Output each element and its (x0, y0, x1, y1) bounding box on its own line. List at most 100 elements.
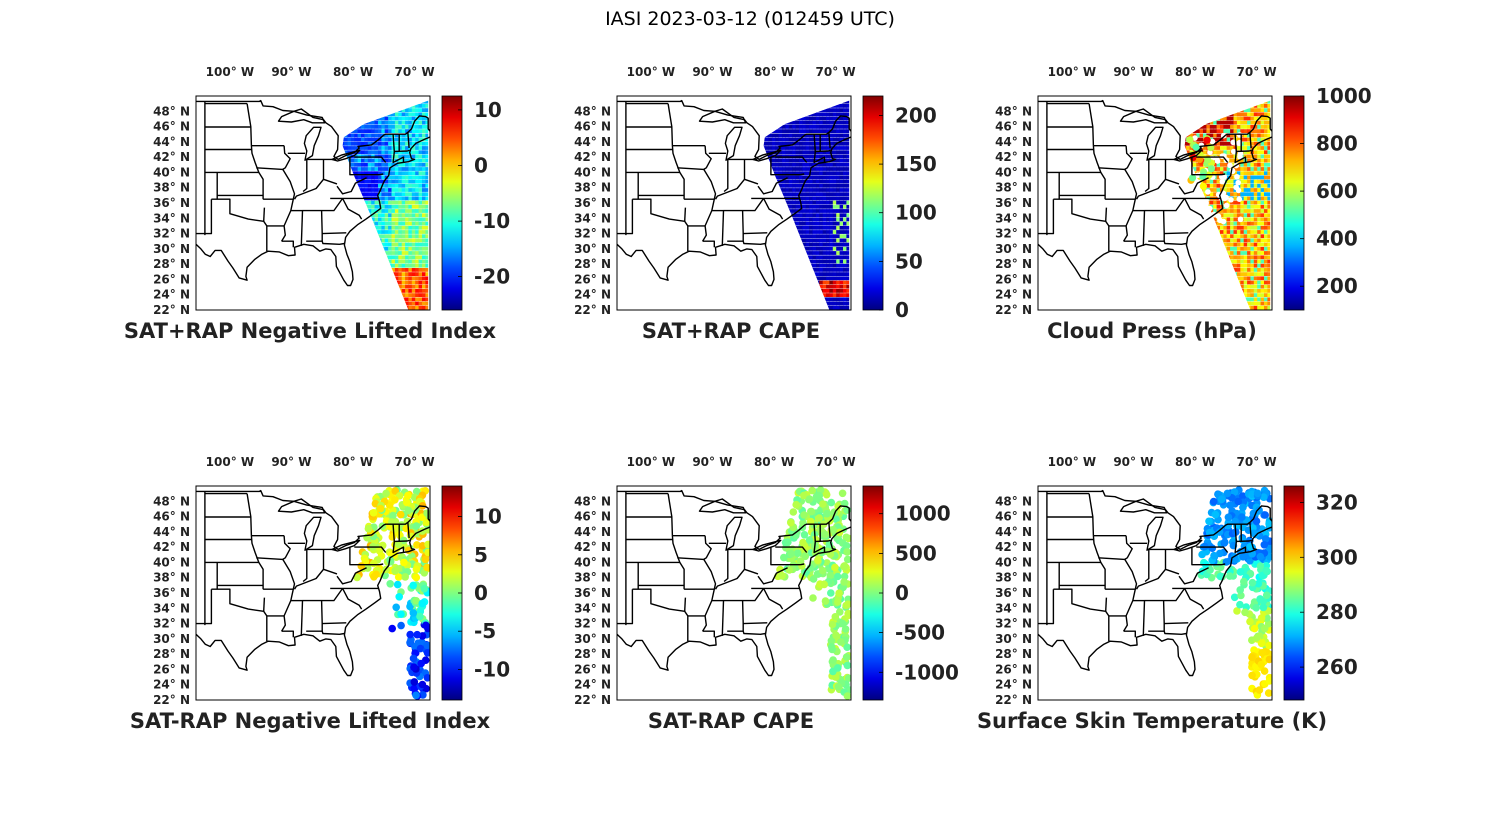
lat-tick-label: 46° N (153, 510, 190, 524)
lat-tick-label: 42° N (574, 540, 611, 554)
lat-tick-label: 28° N (574, 647, 611, 661)
lat-tick-label: 44° N (153, 135, 190, 149)
state-boundaries (196, 489, 430, 677)
colorbar-tick-label: 320 (1316, 491, 1358, 515)
panel-cloud-press: 100° W 90° W 80° W 70° W 48° N 46° N 44° N 42° … (962, 55, 1372, 355)
colorbar-tick-label: 1000 (895, 502, 951, 526)
lat-tick-label: 42° N (995, 150, 1032, 164)
lat-tick-label: 32° N (995, 617, 1032, 631)
colorbar-tick-label: 0 (895, 298, 909, 322)
lat-tick-label: 38° N (574, 181, 611, 195)
colorbar-tick-label: -10 (474, 209, 510, 233)
lat-tick-label: 44° N (153, 525, 190, 539)
lat-tick-label: 24° N (995, 678, 1032, 692)
lon-tick-label: 80° W (333, 65, 373, 79)
lat-tick-label: 38° N (995, 181, 1032, 195)
lat-tick-label: 46° N (153, 120, 190, 134)
lat-tick-label: 40° N (153, 555, 190, 569)
panel-title: SAT+RAP CAPE (641, 319, 821, 343)
colorbar (1283, 95, 1305, 311)
map-sat-minus-rap-neg-li: 100° W 90° W 80° W 70° W 48° N 46° N44° N42° … (153, 455, 510, 707)
lat-tick-label: 44° N (995, 135, 1032, 149)
state-boundaries (1038, 489, 1272, 677)
colorbar-tick-label: 200 (1316, 274, 1358, 298)
lat-tick-label: 26° N (995, 662, 1032, 676)
colorbar-tick-label: 300 (1316, 545, 1358, 569)
lat-tick-label: 48° N (153, 104, 190, 118)
colorbar-tick-label: 100 (895, 201, 937, 225)
colorbar-tick-label: 280 (1316, 600, 1358, 624)
map-sat-rap-neg-li: 100° W 90° W 80° W 70° W 48° N 46° N44° N42° … (153, 65, 510, 317)
lat-tick-label: 30° N (574, 242, 611, 256)
colorbar-tick-label: 0 (474, 581, 488, 605)
lon-tick-label: 70° W (816, 65, 856, 79)
lat-tick-label: 46° N (995, 510, 1032, 524)
colorbar-tick-label: 10 (474, 98, 502, 122)
colorbar-tick-label: 600 (1316, 179, 1358, 203)
state-boundaries (196, 99, 430, 287)
panel-title: SAT-RAP Negative Lifted Index (129, 709, 491, 733)
lon-tick-label: 70° W (395, 65, 435, 79)
lat-tick-label: 48° N (995, 494, 1032, 508)
lat-tick-label: 28° N (574, 257, 611, 271)
lat-tick-label: 34° N (574, 601, 611, 615)
lat-tick-label: 36° N (995, 586, 1032, 600)
colorbar (1283, 485, 1305, 701)
state-boundaries (1038, 99, 1272, 287)
lon-tick-label: 90° W (1113, 455, 1153, 469)
lon-tick-label: 90° W (271, 65, 311, 79)
lat-tick-label: 30° N (153, 242, 190, 256)
map-frame (1037, 95, 1273, 311)
lon-tick-label: 70° W (1237, 455, 1277, 469)
lat-tick-label: 38° N (574, 571, 611, 585)
lat-tick-label: 36° N (574, 196, 611, 210)
lon-tick-label: 90° W (1113, 65, 1153, 79)
lat-tick-label: 48° N (574, 104, 611, 118)
colorbar-tick-label: -20 (474, 265, 510, 289)
lat-tick-label: 38° N (153, 181, 190, 195)
lat-tick-label: 26° N (995, 272, 1032, 286)
lat-tick-label: 34° N (153, 211, 190, 225)
lat-tick-label: 26° N (574, 272, 611, 286)
lat-tick-label: 48° N (574, 494, 611, 508)
lat-tick-label: 22° N (995, 693, 1032, 707)
lon-tick-label: 70° W (395, 455, 435, 469)
lat-tick-label: 28° N (153, 257, 190, 271)
lat-tick-label: 34° N (995, 601, 1032, 615)
lat-tick-label: 32° N (574, 617, 611, 631)
lon-tick-label: 100° W (206, 65, 254, 79)
lon-tick-label: 100° W (1048, 65, 1096, 79)
lat-tick-label: 24° N (574, 288, 611, 302)
colorbar-tick-label: -1000 (895, 660, 959, 684)
colorbar (441, 95, 463, 311)
lon-tick-label: 80° W (1175, 65, 1215, 79)
lat-tick-label: 40° N (574, 165, 611, 179)
lat-tick-label: 22° N (995, 303, 1032, 317)
lat-tick-label: 40° N (153, 165, 190, 179)
panel-title: SAT-RAP CAPE (647, 709, 815, 733)
lat-tick-label: 24° N (995, 288, 1032, 302)
map-frame (195, 95, 431, 311)
lat-tick-label: 42° N (153, 150, 190, 164)
lat-tick-label: 44° N (574, 525, 611, 539)
lon-tick-label: 80° W (1175, 455, 1215, 469)
colorbar-tick-label: 5 (474, 543, 488, 567)
colorbar-tick-label: 150 (895, 152, 937, 176)
colorbar-tick-label: 500 (895, 541, 937, 565)
lat-tick-label: 32° N (153, 227, 190, 241)
lat-tick-label: 22° N (153, 303, 190, 317)
lat-tick-label: 30° N (995, 632, 1032, 646)
lat-tick-label: 36° N (153, 586, 190, 600)
colorbar-tick-label: 1000 (1316, 84, 1372, 108)
lon-tick-label: 90° W (692, 455, 732, 469)
lat-tick-label: 22° N (574, 693, 611, 707)
lat-tick-label: 22° N (153, 693, 190, 707)
lat-tick-label: 22° N (574, 303, 611, 317)
panel-sat-rap-neg-li: 100° W 90° W 80° W 70° W 48° N 46° N 44° N 42° … (120, 55, 520, 355)
map-sat-rap-cape: 100° W 90° W 80° W 70° W 48° N 46° N44° N42° … (574, 65, 937, 322)
lon-tick-label: 90° W (692, 65, 732, 79)
lat-tick-label: 30° N (574, 632, 611, 646)
colorbar-tick-label: 10 (474, 505, 502, 529)
lat-tick-label: 40° N (574, 555, 611, 569)
lat-tick-label: 28° N (995, 257, 1032, 271)
